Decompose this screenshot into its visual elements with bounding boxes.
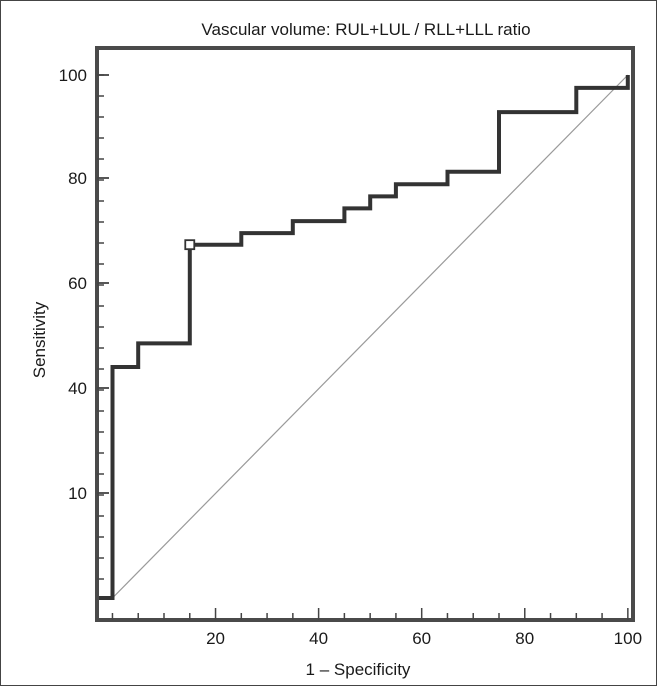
- x-tick-label: 80: [515, 629, 534, 648]
- y-tick-label: 80: [68, 169, 87, 188]
- y-axis-label: Sensitivity: [30, 301, 49, 378]
- y-tick-label: 100: [59, 66, 87, 85]
- y-axis-ticks: 10 40 60 80 100: [59, 66, 109, 580]
- x-tick-label: 40: [309, 629, 328, 648]
- x-axis-ticks: 20 40 60 80 100: [111, 608, 642, 648]
- y-tick-label: 10: [68, 484, 87, 503]
- y-tick-label: 40: [68, 379, 87, 398]
- reference-diagonal: [112, 74, 629, 599]
- chart-title: Vascular volume: RUL+LUL / RLL+LLL ratio: [201, 20, 530, 39]
- x-tick-label: 60: [412, 629, 431, 648]
- y-tick-label: 60: [68, 274, 87, 293]
- roc-curve-line: [99, 75, 630, 600]
- x-tick-label: 20: [206, 629, 225, 648]
- optimal-cutoff-marker: [184, 239, 196, 251]
- x-tick-label: 100: [614, 629, 642, 648]
- plot-area: [95, 46, 635, 622]
- x-axis-label: 1 – Specificity: [306, 660, 411, 679]
